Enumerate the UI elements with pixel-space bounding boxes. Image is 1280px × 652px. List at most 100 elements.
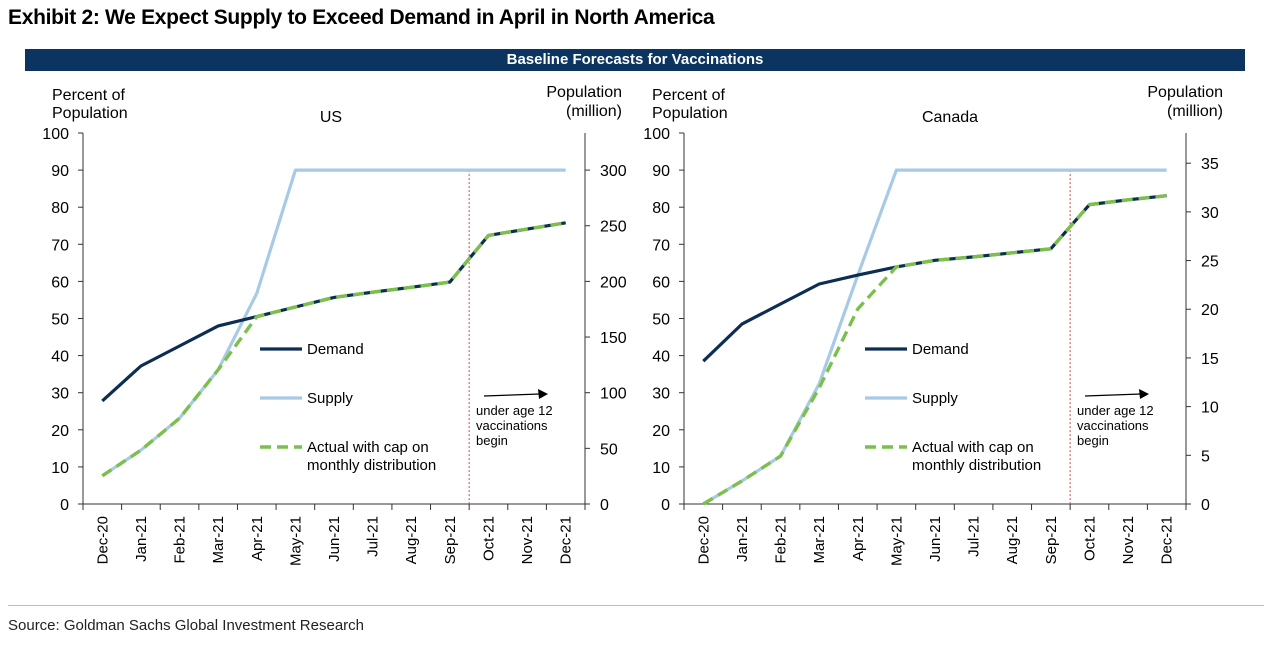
x-tick-label: Jun-21 — [927, 516, 944, 562]
right-tick-label: 250 — [600, 219, 627, 236]
annotation-text: under age 12 — [476, 403, 553, 418]
x-tick-label: Dec-21 — [558, 516, 575, 564]
left-tick-label: 10 — [652, 460, 670, 477]
x-tick-label: Dec-20 — [695, 516, 712, 564]
right-axis-label: Population — [546, 84, 622, 101]
x-tick-label: Apr-21 — [249, 516, 266, 561]
legend-label: Supply — [912, 390, 958, 407]
x-tick-label: Feb-21 — [172, 516, 189, 564]
right-tick-label: 5 — [1201, 448, 1210, 465]
chart-title: Canada — [922, 109, 978, 126]
x-tick-label: Mar-21 — [210, 516, 227, 564]
right-tick-label: 25 — [1201, 254, 1219, 271]
legend-label: Demand — [912, 341, 969, 358]
series-line-solid-dark — [702, 194, 1167, 363]
annotation-arrow-shaft — [1084, 393, 1142, 397]
chart-title: US — [320, 109, 342, 126]
legend-label: monthly distribution — [307, 457, 436, 474]
right-tick-label: 50 — [600, 441, 618, 458]
x-tick-label: Jan-21 — [734, 516, 751, 562]
x-tick-label: Sep-21 — [442, 516, 459, 564]
left-tick-label: 70 — [652, 237, 670, 254]
x-tick-label: Dec-20 — [94, 516, 111, 564]
left-tick-label: 30 — [652, 386, 670, 403]
annotation-arrow-head — [1139, 389, 1149, 399]
x-tick-label: Jul-21 — [365, 516, 382, 557]
right-tick-label: 100 — [600, 386, 627, 403]
left-tick-label: 100 — [42, 126, 69, 143]
x-tick-label: Feb-21 — [773, 516, 790, 564]
exhibit-title: Exhibit 2: We Expect Supply to Exceed De… — [8, 6, 715, 29]
legend-label: Supply — [307, 390, 353, 407]
left-axis-label: Population — [52, 105, 128, 122]
left-tick-label: 30 — [51, 386, 69, 403]
left-tick-label: 70 — [51, 237, 69, 254]
left-tick-label: 100 — [643, 126, 670, 143]
annotation-text: vaccinations — [476, 418, 548, 433]
x-tick-label: Aug-21 — [403, 516, 420, 564]
legend-label: Demand — [307, 341, 364, 358]
annotation-arrow-shaft — [483, 393, 541, 397]
right-tick-label: 0 — [600, 497, 609, 514]
right-tick-label: 30 — [1201, 205, 1219, 222]
left-tick-label: 20 — [652, 423, 670, 440]
left-axis-label: Population — [652, 105, 728, 122]
x-tick-label: Oct-21 — [480, 516, 497, 561]
x-tick-label: Nov-21 — [1120, 516, 1137, 564]
us-chart: 0 10 20 30 40 50 60 70 80 90 100 0 50 100 150 200 250 300… — [42, 84, 627, 566]
annotation-text: vaccinations — [1077, 418, 1149, 433]
x-tick-label: May-21 — [287, 516, 304, 566]
left-tick-label: 90 — [51, 163, 69, 180]
left-tick-label: 0 — [60, 497, 69, 514]
annotation-text: begin — [476, 433, 508, 448]
left-tick-label: 0 — [661, 497, 670, 514]
left-tick-label: 90 — [652, 163, 670, 180]
left-tick-label: 60 — [51, 274, 69, 291]
left-tick-label: 80 — [51, 200, 69, 217]
chart-banner: Baseline Forecasts for Vaccinations — [25, 49, 1245, 71]
series-line-dashed-green — [101, 221, 566, 478]
right-tick-label: 0 — [1201, 497, 1210, 514]
right-tick-label: 200 — [600, 274, 627, 291]
right-axis-label: (million) — [1167, 103, 1223, 120]
annotation-text: under age 12 — [1077, 403, 1154, 418]
x-tick-label: May-21 — [888, 516, 905, 566]
right-tick-label: 300 — [600, 163, 627, 180]
x-tick-label: Sep-21 — [1043, 516, 1060, 564]
x-tick-label: Jul-21 — [966, 516, 983, 557]
right-tick-label: 150 — [600, 330, 627, 347]
left-tick-label: 50 — [51, 312, 69, 329]
legend-label: monthly distribution — [912, 457, 1041, 474]
x-tick-label: Mar-21 — [811, 516, 828, 564]
left-axis-label: Percent of — [652, 87, 725, 104]
canada-chart: 0 10 20 30 40 50 60 70 80 90 100 0 5 10 15 20 25 30 35 Dec-… — [643, 84, 1223, 566]
right-tick-label: 35 — [1201, 156, 1219, 173]
left-tick-label: 60 — [652, 274, 670, 291]
annotation-arrow-head — [538, 389, 548, 399]
left-tick-label: 40 — [51, 349, 69, 366]
legend-label: Actual with cap on — [912, 439, 1034, 456]
right-tick-label: 10 — [1201, 400, 1219, 417]
left-tick-label: 50 — [652, 312, 670, 329]
x-tick-label: Jan-21 — [133, 516, 150, 562]
right-axis-label: Population — [1147, 84, 1223, 101]
source-divider — [8, 605, 1264, 606]
left-tick-label: 20 — [51, 423, 69, 440]
left-tick-label: 80 — [652, 200, 670, 217]
left-tick-label: 10 — [51, 460, 69, 477]
x-tick-label: Jun-21 — [326, 516, 343, 562]
legend-label: Actual with cap on — [307, 439, 429, 456]
series-line-dashed-green — [702, 194, 1167, 506]
source-note: Source: Goldman Sachs Global Investment … — [8, 617, 365, 634]
x-tick-label: Apr-21 — [850, 516, 867, 561]
x-tick-label: Oct-21 — [1081, 516, 1098, 561]
left-tick-label: 40 — [652, 349, 670, 366]
annotation-text: begin — [1077, 433, 1109, 448]
right-axis-label: (million) — [566, 103, 622, 120]
x-tick-label: Nov-21 — [519, 516, 536, 564]
right-tick-label: 20 — [1201, 302, 1219, 319]
right-tick-label: 15 — [1201, 351, 1219, 368]
series-line-solid-light — [101, 168, 566, 478]
x-tick-label: Aug-21 — [1004, 516, 1021, 564]
x-tick-label: Dec-21 — [1159, 516, 1176, 564]
